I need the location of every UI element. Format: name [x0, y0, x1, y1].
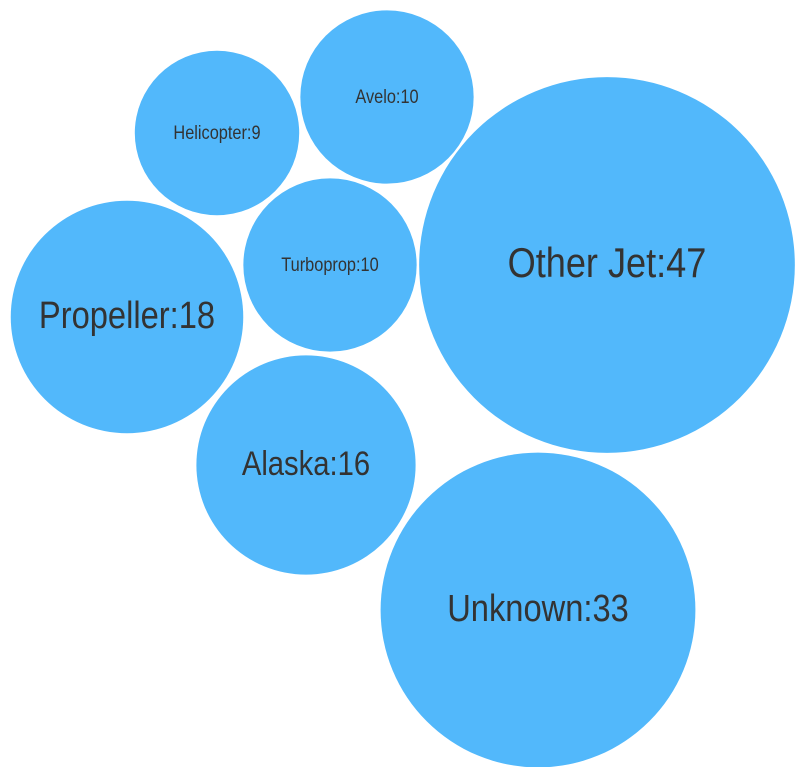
bubble — [419, 77, 795, 453]
bubble-label: Propeller:18 — [39, 294, 215, 337]
bubble — [243, 178, 417, 352]
bubble-label: Avelo:10 — [355, 86, 418, 107]
bubble — [300, 10, 474, 184]
bubble — [10, 200, 244, 434]
bubble-label: Alaska:16 — [242, 444, 370, 483]
bubble-label: Helicopter:9 — [173, 122, 260, 143]
bubble-label: Turboprop:10 — [281, 254, 379, 275]
bubble-label: Unknown:33 — [447, 587, 629, 630]
bubble — [134, 50, 300, 216]
bubble — [380, 452, 696, 767]
bubble-label: Other Jet:47 — [508, 241, 707, 287]
bubble — [196, 355, 416, 575]
